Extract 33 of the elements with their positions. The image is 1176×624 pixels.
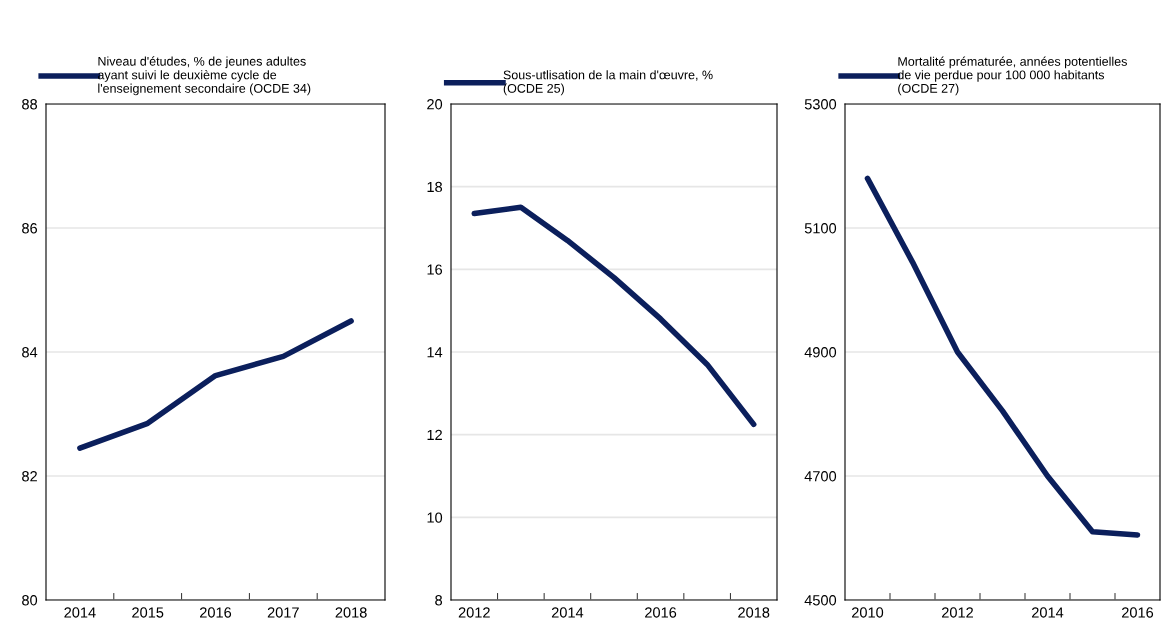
y-tick-label: 5100 bbox=[804, 223, 837, 234]
y-tick-label: 84 bbox=[22, 347, 38, 358]
x-tick-label: 2016 bbox=[200, 607, 232, 618]
x-tick-label: 2012 bbox=[942, 607, 973, 618]
y-tick-label: 82 bbox=[22, 471, 37, 482]
legend-label: Niveau d'études, % de jeunes adultes ayant suivi le deuxième cycle de l'enseignement secondaire (OCDE 34) bbox=[97, 56, 311, 96]
y-tick-label: 5300 bbox=[804, 99, 837, 110]
x-tick-label: 2018 bbox=[738, 607, 770, 618]
y-tick-label: 18 bbox=[427, 181, 443, 193]
x-tick-label: 2016 bbox=[1122, 607, 1154, 618]
legend-label: Mortalité prématurée, années potentielles de vie perdue pour 100 000 habitants (OCDE 27) bbox=[897, 56, 1127, 96]
x-tick-label: 2012 bbox=[458, 607, 490, 618]
x-tick-label: 2015 bbox=[132, 607, 164, 618]
y-tick-label: 10 bbox=[427, 512, 443, 523]
x-tick-label: 2017 bbox=[267, 607, 299, 618]
y-tick-label: 80 bbox=[22, 595, 38, 606]
x-tick-label: 2014 bbox=[551, 607, 584, 618]
x-tick-label: 2014 bbox=[64, 607, 96, 618]
legend-label: Sous-utlisation de la main d'œuvre, % (OCDE 25) bbox=[503, 70, 713, 96]
y-tick-label: 4500 bbox=[804, 595, 837, 606]
y-tick-label: 12 bbox=[427, 429, 442, 440]
y-tick-label: 88 bbox=[22, 99, 38, 110]
x-tick-label: 2016 bbox=[645, 607, 677, 618]
y-tick-label: 4700 bbox=[804, 471, 837, 482]
y-tick-label: 8 bbox=[435, 595, 443, 606]
y-tick-label: 20 bbox=[427, 99, 443, 110]
x-tick-label: 2014 bbox=[1032, 607, 1064, 618]
y-tick-label: 4900 bbox=[804, 347, 837, 358]
x-tick-label: 2010 bbox=[852, 607, 884, 618]
x-tick-label: 2018 bbox=[335, 607, 367, 618]
y-tick-label: 16 bbox=[427, 264, 443, 275]
y-tick-label: 86 bbox=[22, 223, 38, 234]
y-tick-label: 14 bbox=[427, 347, 443, 358]
